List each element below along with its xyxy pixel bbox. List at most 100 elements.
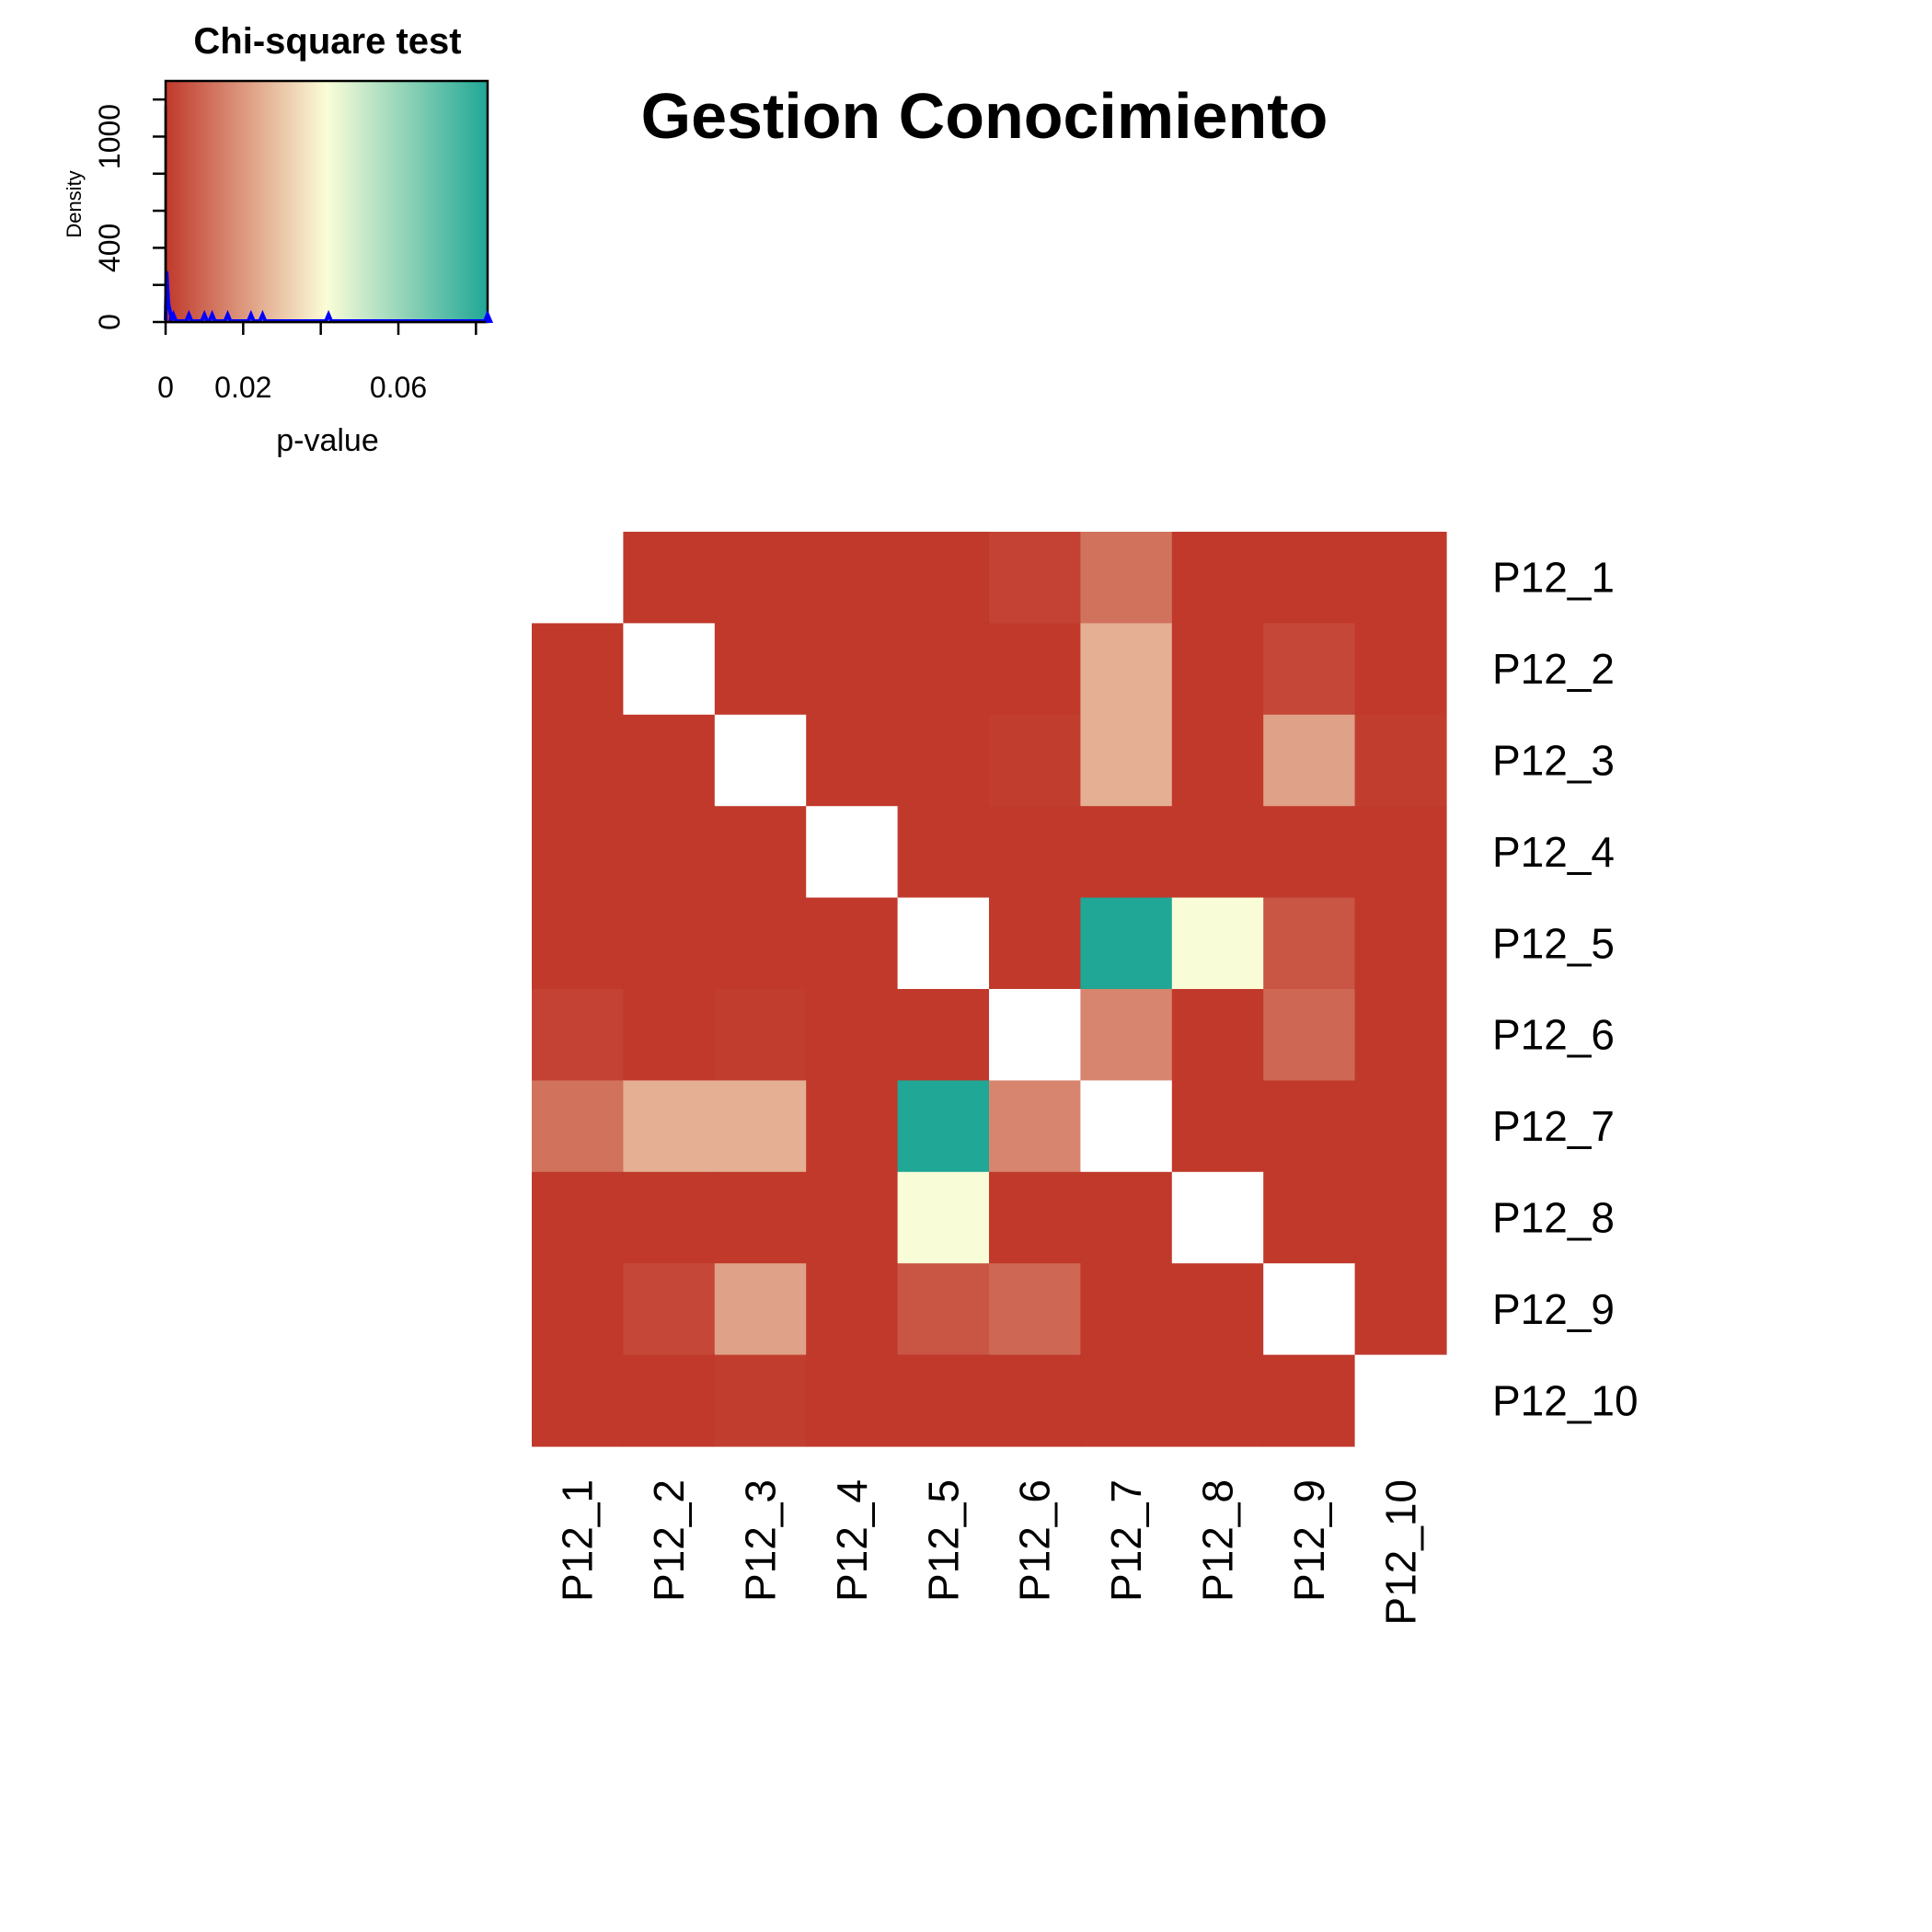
heatmap-cell: [806, 897, 899, 990]
column-label: P12_8: [1194, 1479, 1242, 1602]
heatmap-cell: [532, 532, 624, 624]
heatmap-cell: [989, 1354, 1081, 1447]
column-label: P12_2: [645, 1479, 693, 1602]
heatmap-cell: [532, 897, 624, 990]
row-label: P12_10: [1492, 1376, 1639, 1424]
heatmap-cell: [1354, 532, 1447, 624]
heatmap-cell: [806, 1263, 899, 1356]
heatmap-cell: [806, 1354, 899, 1447]
heatmap-cell: [1263, 989, 1356, 1081]
heatmap-cell: [714, 1354, 807, 1447]
heatmap-cell: [897, 1171, 990, 1264]
heatmap-cell: [1171, 623, 1264, 716]
column-label: P12_5: [919, 1479, 967, 1602]
heatmap-cell: [989, 532, 1081, 624]
color-key-x-axis: 0 0.02 0.06: [157, 320, 486, 404]
heatmap-cell: [714, 714, 807, 807]
heatmap-cell: [1080, 1354, 1173, 1447]
row-label: P12_2: [1492, 645, 1615, 693]
color-key: Chi-square test 0 400 1000 0 0.02 0.06 Densi…: [63, 21, 494, 458]
heatmap-cell: [989, 623, 1081, 716]
heatmap-cell: [1354, 1354, 1447, 1447]
heatmap-cell: [1263, 532, 1356, 624]
column-label: P12_6: [1011, 1479, 1059, 1602]
heatmap-cell: [714, 1263, 807, 1356]
heatmap-cell: [1354, 1171, 1447, 1264]
heatmap-cell: [714, 1080, 807, 1173]
color-key-xlabel: p-value: [276, 423, 379, 458]
column-label: P12_3: [737, 1479, 785, 1602]
row-label: P12_1: [1492, 554, 1615, 602]
color-key-ylabel: Density: [63, 170, 86, 237]
heatmap-cell: [532, 806, 624, 899]
heatmap-cell: [714, 623, 807, 716]
heatmap-cell: [1263, 806, 1356, 899]
heatmap-cell: [714, 806, 807, 899]
row-labels: P12_1 P12_2 P12_3 P12_4 P12_5 P12_6 P12_7 P12_8…: [1492, 554, 1639, 1425]
heatmap-cell: [1263, 714, 1356, 807]
heatmap-cell: [1354, 989, 1447, 1081]
heatmap-cell: [1080, 1080, 1173, 1173]
heatmap-cell: [532, 714, 624, 807]
color-key-gradient: [166, 81, 488, 322]
heatmap-cell: [623, 1080, 716, 1173]
heatmap-cell: [1080, 897, 1173, 990]
heatmap-cell: [806, 989, 899, 1081]
heatmap-cell: [806, 532, 899, 624]
heatmap-cell: [897, 532, 990, 624]
heatmap-cell: [1171, 806, 1264, 899]
heatmap-cell: [897, 714, 990, 807]
color-key-x-tick: 0.02: [214, 371, 271, 404]
heatmap-cell: [1354, 897, 1447, 990]
heatmap-cell: [623, 1354, 716, 1447]
heatmap-cell: [1080, 806, 1173, 899]
heatmap-cell: [1263, 897, 1356, 990]
heatmap-cell: [897, 1354, 990, 1447]
heatmap-cell: [989, 1263, 1081, 1356]
heatmap-cell: [1354, 714, 1447, 807]
row-label: P12_9: [1492, 1285, 1615, 1333]
heatmap-cell: [623, 897, 716, 990]
heatmap-cell: [714, 989, 807, 1081]
heatmap-cell: [1171, 989, 1264, 1081]
heatmap-cell: [897, 806, 990, 899]
row-label: P12_8: [1492, 1194, 1615, 1242]
heatmap-cell: [897, 1263, 990, 1356]
heatmap-cell: [532, 989, 624, 1081]
heatmap-cell: [714, 897, 807, 990]
row-label: P12_7: [1492, 1102, 1615, 1150]
heatmap-cell: [1080, 623, 1173, 716]
heatmap-cell: [1080, 532, 1173, 624]
heatmap-cell: [1080, 714, 1173, 807]
heatmap-cell: [1263, 1171, 1356, 1264]
heatmap-cell: [1080, 1171, 1173, 1264]
heatmap-cell: [1171, 897, 1264, 990]
heatmap-cell: [1080, 989, 1173, 1081]
heatmap-cell: [1171, 532, 1264, 624]
heatmap-cell: [806, 623, 899, 716]
heatmap-cell: [623, 623, 716, 716]
heatmap-cell: [806, 714, 899, 807]
heatmap-cell: [989, 714, 1081, 807]
heatmap-cell: [623, 1263, 716, 1356]
row-label: P12_4: [1492, 828, 1615, 876]
heatmap-cell: [1354, 1263, 1447, 1356]
heatmap-cell: [714, 532, 807, 624]
heatmap-cell: [806, 806, 899, 899]
heatmap-cell: [897, 1080, 990, 1173]
column-labels: P12_1 P12_2 P12_3 P12_4 P12_5 P12_6 P12_7 P12_8…: [554, 1479, 1425, 1626]
color-key-y-tick: 1000: [93, 104, 126, 169]
heatmap-cell: [897, 623, 990, 716]
heatmap-cell: [623, 532, 716, 624]
heatmap-cell: [1354, 1080, 1447, 1173]
column-label: P12_1: [554, 1479, 602, 1602]
heatmap-cell: [989, 1080, 1081, 1173]
column-label: P12_9: [1285, 1479, 1333, 1602]
column-label: P12_10: [1376, 1479, 1424, 1626]
heatmap-cell: [1171, 1354, 1264, 1447]
row-label: P12_3: [1492, 737, 1615, 785]
heatmap-cell: [989, 989, 1081, 1081]
heatmap-cell: [806, 1171, 899, 1264]
chart-title: Gestion Conocimiento: [641, 80, 1328, 152]
